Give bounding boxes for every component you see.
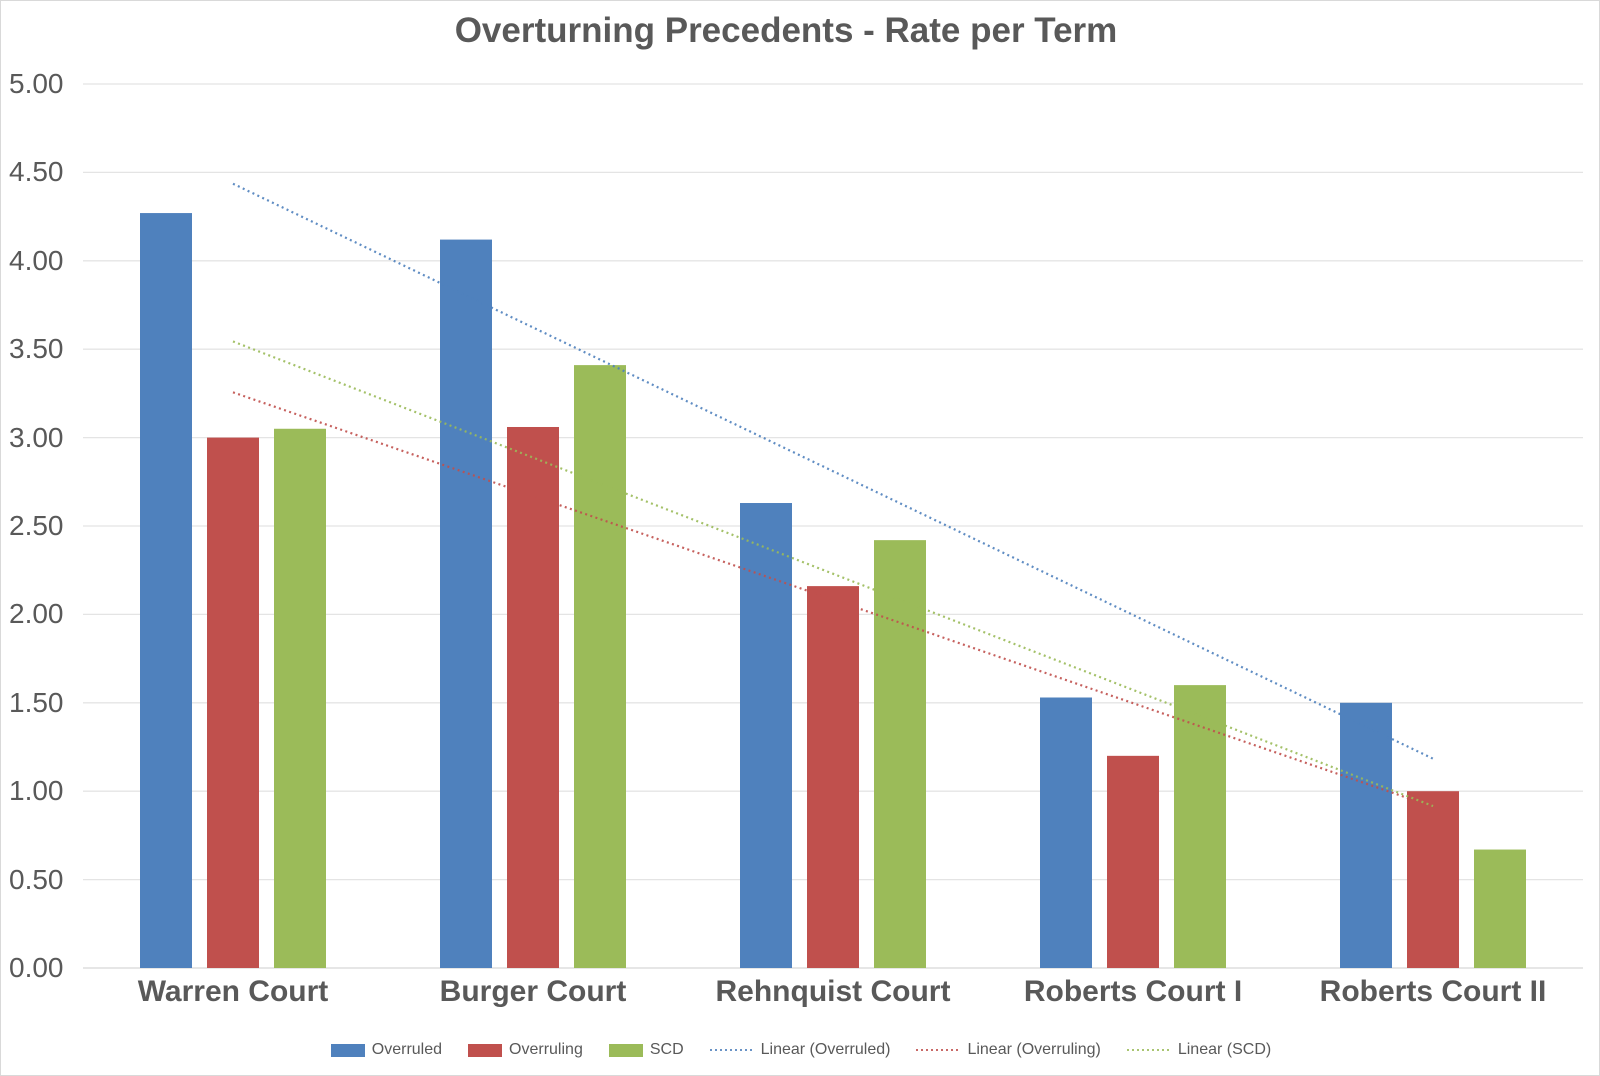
trendline-overruled [232, 182, 1434, 760]
bar-overruled-burger-court [440, 239, 492, 969]
legend-swatch-overruling [468, 1043, 503, 1057]
y-tick-label: 0.50 [9, 863, 64, 895]
legend-item-overruling: Overruling [468, 1041, 583, 1059]
y-tick-label: 1.00 [9, 775, 64, 807]
legend-swatch-linear-overruled [709, 1049, 754, 1051]
legend-swatch-linear-scd [1126, 1049, 1171, 1051]
x-category-label-roberts-court-ii: Roberts Court II [1319, 975, 1547, 1008]
chart-title: Overturning Precedents - Rate per Term [454, 11, 1118, 50]
bar-scd-warren-court [274, 428, 326, 968]
legend: Overruled Overruling SCD Linear (Overruled)… [1, 1041, 1599, 1059]
bar-overruling-warren-court [207, 437, 259, 969]
bar-scd-roberts-court-i [1174, 685, 1226, 968]
bar-overruling-burger-court [507, 426, 559, 968]
legend-item-linear-scd: Linear (SCD) [1126, 1041, 1272, 1059]
legend-label: Linear (Overruling) [967, 1041, 1101, 1058]
legend-swatch-overruled [330, 1043, 365, 1057]
legend-label: Linear (Overruled) [760, 1041, 891, 1058]
x-category-label-burger-court: Burger Court [439, 975, 627, 1008]
bar-overruled-roberts-court-ii [1340, 702, 1392, 968]
legend-label: SCD [649, 1041, 684, 1058]
legend-swatch-scd [608, 1043, 643, 1057]
trendline-overruling [232, 391, 1434, 808]
bar-scd-rehnquist-court [874, 540, 926, 968]
x-category-label-warren-court: Warren Court [137, 975, 329, 1008]
y-tick-label: 5.00 [9, 68, 64, 99]
bar-overruling-roberts-court-ii [1407, 791, 1459, 968]
legend-label: Overruled [371, 1041, 443, 1058]
legend-label: Overruling [509, 1041, 583, 1058]
legend-item-overruled: Overruled [330, 1041, 443, 1059]
legend-swatch-linear-overruling [916, 1049, 961, 1051]
legend-label: Linear (SCD) [1177, 1041, 1272, 1058]
legend-item-linear-overruling: Linear (Overruling) [916, 1041, 1101, 1059]
y-tick-label: 2.00 [9, 598, 64, 630]
bar-overruled-warren-court [140, 213, 192, 969]
legend-item-scd: SCD [608, 1041, 684, 1059]
bar-overruling-roberts-court-i [1107, 755, 1159, 968]
x-category-label-rehnquist-court: Rehnquist Court [715, 975, 951, 1008]
bar-scd-roberts-court-ii [1474, 849, 1526, 968]
y-tick-label: 4.50 [9, 156, 64, 188]
y-tick-label: 1.50 [9, 686, 64, 718]
y-tick-label: 0.00 [9, 952, 64, 983]
legend-item-linear-overruled: Linear (Overruled) [709, 1041, 891, 1059]
bar-overruled-rehnquist-court [740, 503, 792, 968]
bar-overruled-roberts-court-i [1040, 697, 1092, 968]
x-category-label-roberts-court-i: Roberts Court I [1023, 975, 1243, 1008]
bar-overruling-rehnquist-court [807, 586, 859, 968]
bar-scd-burger-court [574, 365, 626, 968]
y-tick-label: 2.50 [9, 510, 64, 541]
y-tick-label: 3.50 [9, 333, 64, 365]
y-tick-label: 3.00 [9, 421, 64, 453]
trendline-scd [232, 340, 1434, 808]
y-tick-label: 4.00 [9, 244, 64, 276]
